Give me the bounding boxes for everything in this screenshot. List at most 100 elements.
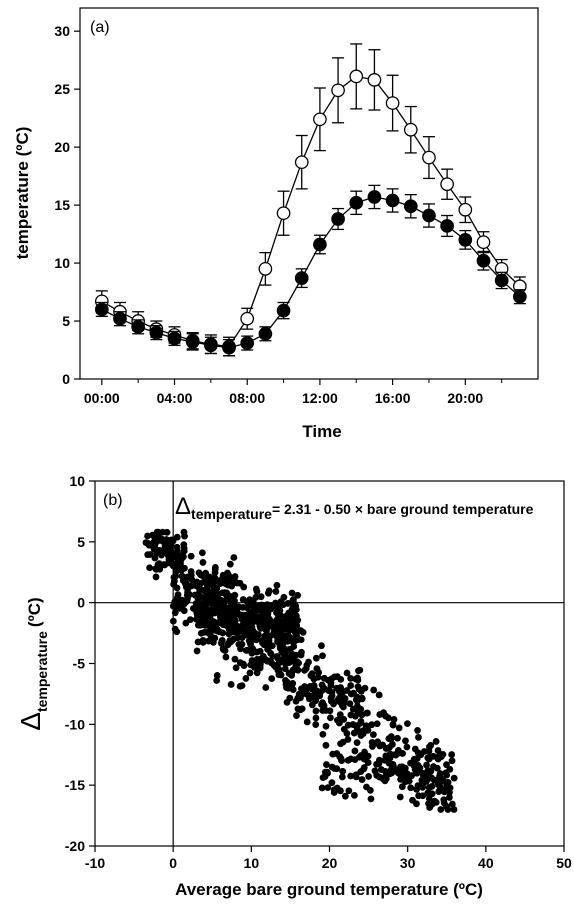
scatter-point <box>365 773 373 780</box>
scatter-point <box>357 705 365 713</box>
y-tick-label: -20 <box>65 838 85 854</box>
data-point <box>422 150 436 165</box>
scatter-point <box>375 760 383 767</box>
scatter-point <box>213 672 221 679</box>
scatter-point <box>184 585 192 593</box>
scatter-point <box>242 647 250 654</box>
scatter-point <box>364 709 371 717</box>
data-point <box>167 331 182 346</box>
scatter-point <box>231 655 239 663</box>
x-tick-label: 30 <box>400 855 416 871</box>
data-point <box>222 340 236 355</box>
scatter-point <box>249 630 256 638</box>
scatter-point <box>352 771 360 779</box>
scatter-point <box>310 683 318 691</box>
scatter-point <box>439 776 447 784</box>
scatter-point <box>325 687 333 695</box>
scatter-point <box>419 769 427 777</box>
scatter-point <box>426 804 434 811</box>
data-point <box>458 233 473 247</box>
scatter-point <box>199 559 207 566</box>
scatter-point <box>179 553 186 561</box>
scatter-point <box>330 786 338 794</box>
scatter-point <box>198 549 206 557</box>
scatter-point <box>228 594 236 602</box>
scatter-point <box>433 764 441 772</box>
scatter-point <box>318 784 326 792</box>
scatter-point <box>425 747 433 755</box>
y-tick-label: 0 <box>62 371 70 387</box>
scatter-point <box>173 603 181 611</box>
y-tick-label: 30 <box>54 23 70 39</box>
scatter-point <box>218 611 226 619</box>
scatter-point <box>384 714 392 722</box>
data-point <box>113 311 127 326</box>
scatter-point <box>144 532 151 540</box>
y-tick-label: 5 <box>77 534 85 550</box>
scatter-point <box>373 720 381 728</box>
scatter-point <box>180 607 188 615</box>
data-point <box>367 190 382 204</box>
scatter-point <box>404 720 411 728</box>
scatter-point <box>265 587 273 595</box>
scatter-point <box>236 659 244 667</box>
data-point <box>294 155 309 170</box>
scatter-point <box>248 623 256 631</box>
scatter-point <box>341 792 349 800</box>
y-tick-label: 25 <box>54 81 70 97</box>
data-point <box>385 96 400 110</box>
scatter-point <box>368 721 376 729</box>
scatter-point <box>324 784 332 792</box>
series-line <box>101 75 521 348</box>
x-tick-label: 12:00 <box>302 390 338 406</box>
y-tick-label: 20 <box>54 139 70 155</box>
scatter-point <box>320 702 328 709</box>
scatter-point <box>434 747 442 754</box>
scatter-point <box>293 712 300 719</box>
panel-a-label: (a) <box>90 19 110 36</box>
scatter-point <box>375 691 383 699</box>
scatter-point <box>238 682 246 690</box>
y-title-subscript: temperature <box>34 631 50 712</box>
y-tick-label: 0 <box>77 595 85 611</box>
scatter-point <box>151 554 159 562</box>
scatter-point <box>351 747 359 755</box>
y-title-delta: Δ <box>15 712 46 731</box>
scatter-point <box>213 677 221 684</box>
scatter-point <box>364 759 372 766</box>
x-tick-label: 10 <box>244 855 260 871</box>
scatter-point <box>386 750 394 758</box>
scatter-point <box>347 772 355 780</box>
scatter-point <box>243 631 250 639</box>
scatter-point <box>257 593 265 601</box>
scatter-point <box>275 665 283 673</box>
scatter-point <box>349 721 357 729</box>
scatter-point <box>172 567 180 575</box>
scatter-point <box>261 632 269 640</box>
scatter-point <box>338 757 346 765</box>
scatter-point <box>230 635 238 643</box>
scatter-point <box>283 682 291 690</box>
panel-b-plot-frame <box>94 480 565 847</box>
scatter-point <box>249 597 257 605</box>
scatter-point <box>401 778 409 786</box>
scatter-point <box>322 722 330 730</box>
scatter-point <box>203 585 211 593</box>
scatter-point <box>292 636 300 644</box>
scatter-point <box>223 592 231 599</box>
data-point <box>258 326 273 341</box>
scatter-point <box>327 682 335 689</box>
panel-b-chart: (b) Δtemperature= 2.31 - 0.50 × bare gro… <box>15 473 572 899</box>
scatter-point <box>180 545 188 552</box>
scatter-point <box>351 756 359 764</box>
scatter-point <box>216 580 224 588</box>
y-tick-label: 10 <box>69 473 85 489</box>
scatter-point <box>338 697 346 705</box>
scatter-point <box>230 554 238 561</box>
scatter-point <box>424 770 432 777</box>
y-tick-label: -15 <box>65 777 85 793</box>
scatter-point <box>337 685 345 693</box>
data-point <box>458 202 473 217</box>
scatter-point <box>350 729 358 737</box>
